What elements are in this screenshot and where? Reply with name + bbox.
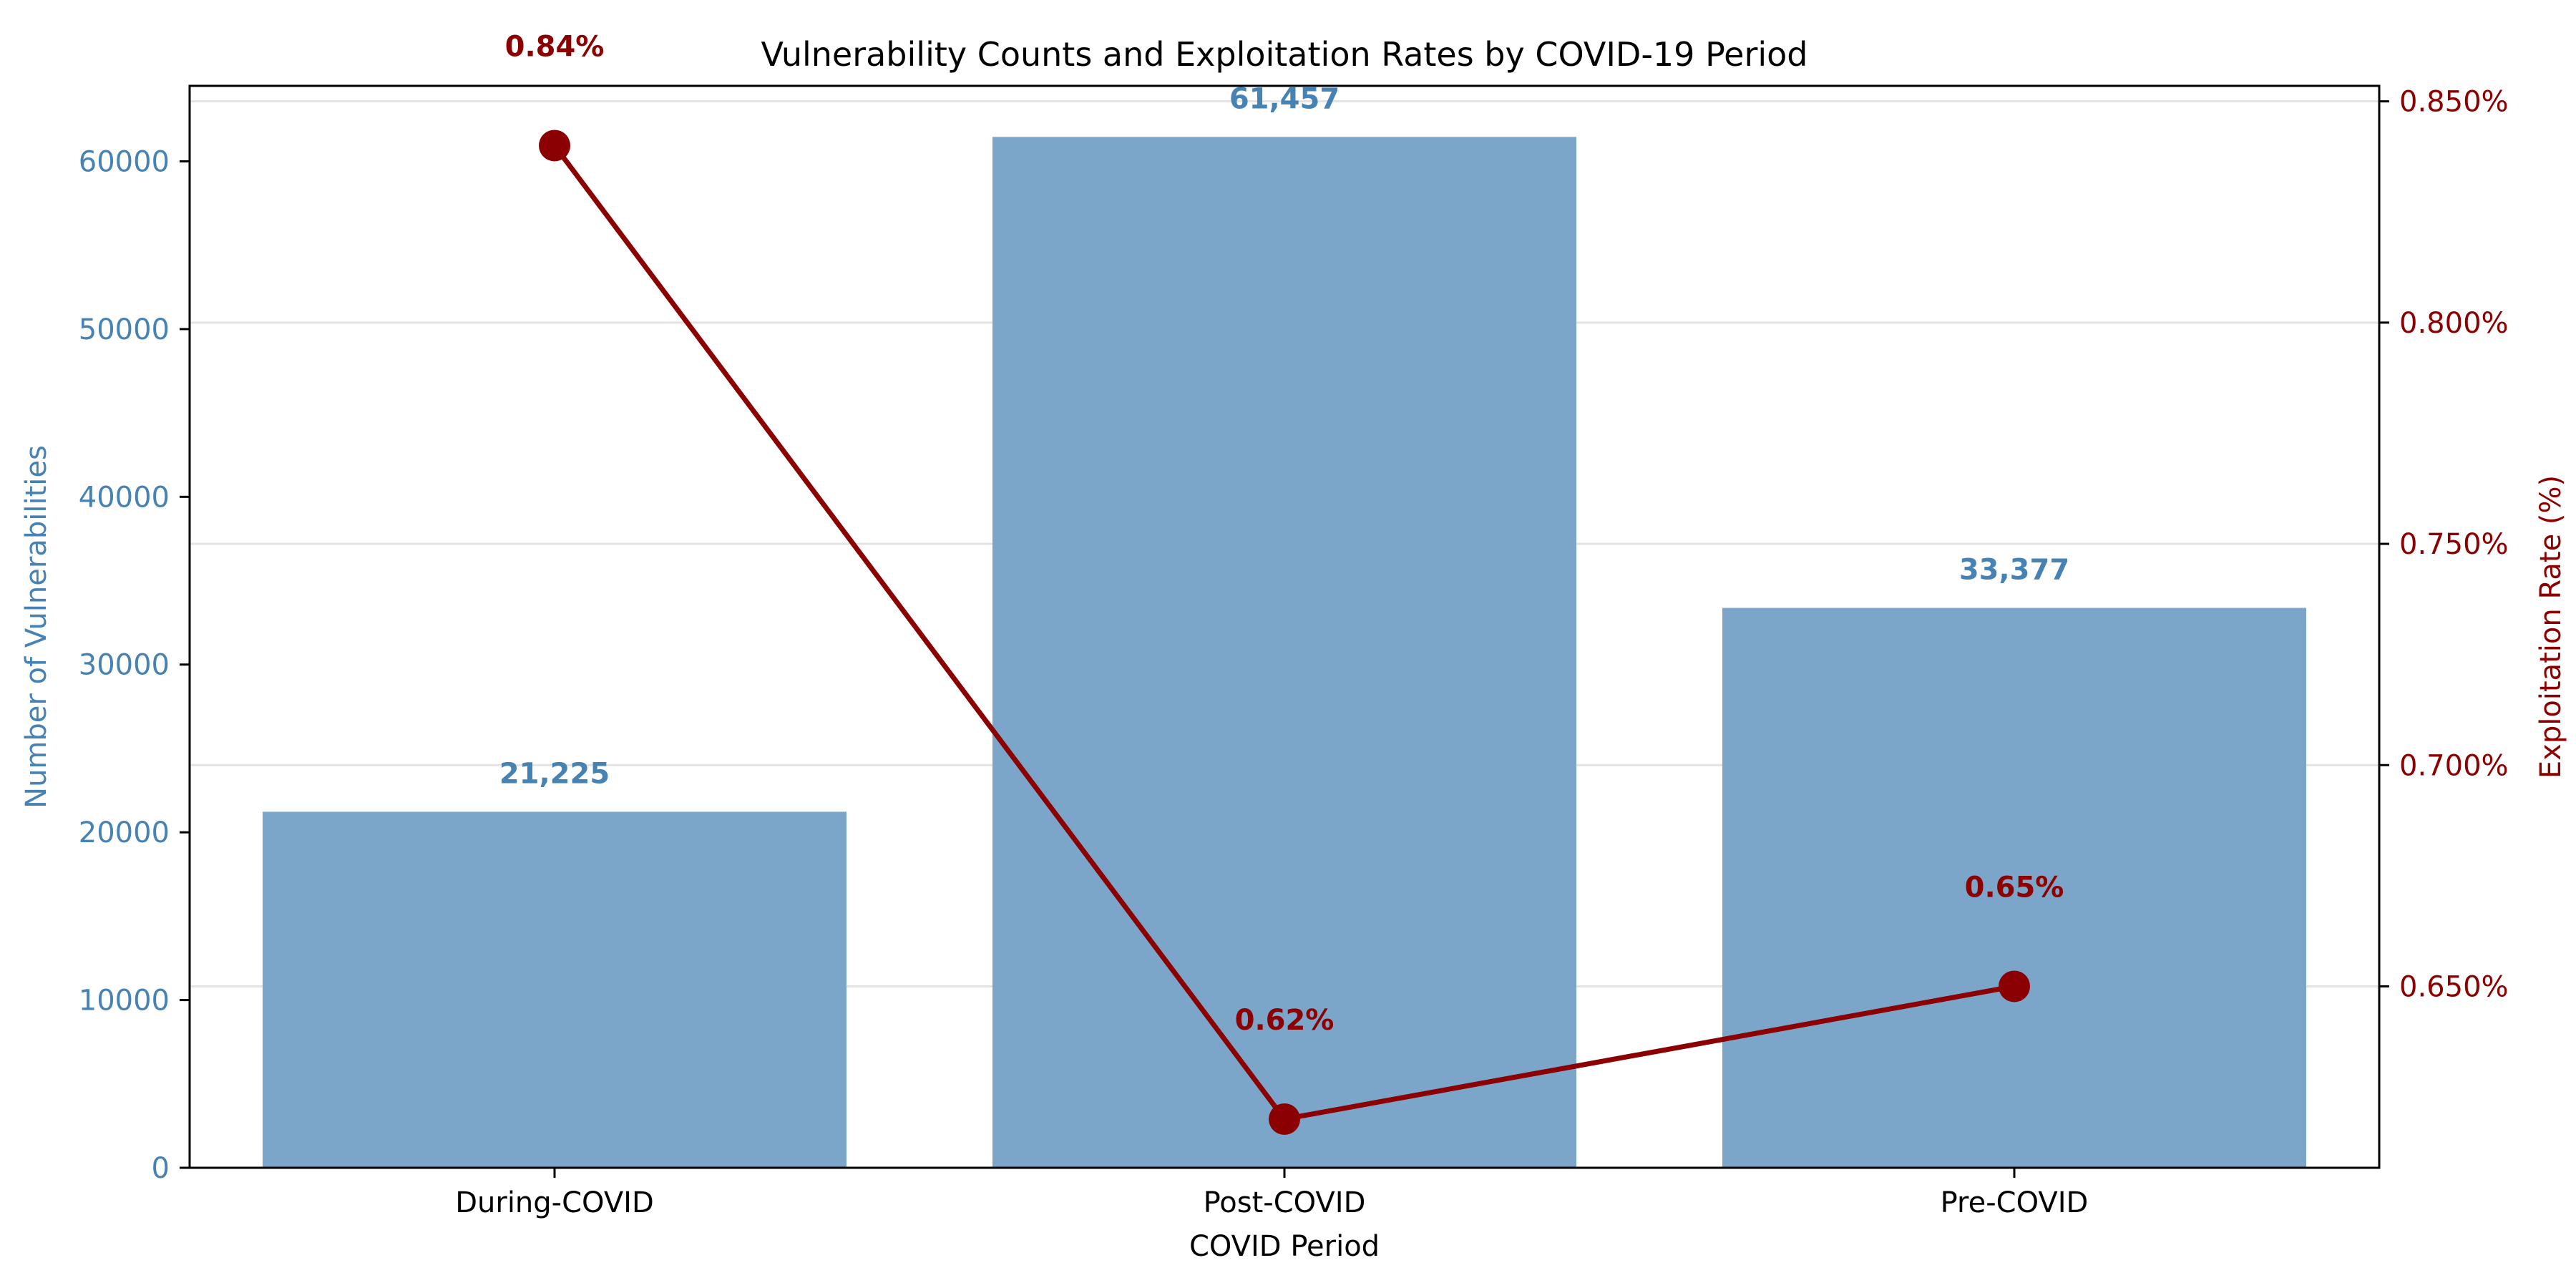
y2-tick-label: 0.800%: [2399, 307, 2509, 340]
y2-tick-label: 0.650%: [2399, 970, 2509, 1003]
line-value-label: 0.84%: [505, 30, 605, 63]
y-tick-label: 60000: [79, 145, 170, 178]
y2-axis-title: Exploitation Rate (%): [2534, 475, 2567, 779]
x-tick-label: Pre-COVID: [1941, 1186, 2089, 1219]
line-value-label: 0.65%: [1965, 871, 2064, 904]
bar: [263, 811, 847, 1168]
bar-value-label: 33,377: [1959, 554, 2069, 587]
bar: [992, 137, 1576, 1168]
label-layer: 21,225 61,457 33,377 0.84% 0.62% 0.65%: [499, 30, 2069, 1036]
y2-tick-label: 0.700%: [2399, 749, 2509, 782]
bar: [1722, 608, 2306, 1168]
bar-value-label: 61,457: [1229, 82, 1340, 115]
y-tick-label: 40000: [79, 481, 170, 514]
bar-value-label: 21,225: [499, 757, 610, 790]
line-value-label: 0.62%: [1235, 1004, 1335, 1037]
y-tick-label: 20000: [79, 816, 170, 849]
line-point: [1269, 1103, 1300, 1135]
y-tick-label: 30000: [79, 649, 170, 682]
y-tick-label: 10000: [79, 985, 170, 1018]
y2-tick-label: 0.850%: [2399, 86, 2509, 119]
line-layer: [539, 130, 2030, 1135]
y-tick-label: 0: [152, 1152, 170, 1185]
axis-layer: 0 10000 20000 30000 40000 50000 60000 0.650% 0.7…: [79, 84, 2509, 1219]
y-axis-title: Number of Vulnerabilities: [20, 445, 53, 809]
y-tick-label: 50000: [79, 313, 170, 346]
line-point: [1999, 970, 2030, 1002]
line-point: [539, 130, 570, 162]
x-tick-label: Post-COVID: [1204, 1186, 1366, 1219]
x-tick-label: During-COVID: [455, 1186, 654, 1219]
x-axis-title: COVID Period: [1189, 1230, 1380, 1263]
chart-title: Vulnerability Counts and Exploitation Ra…: [761, 35, 1807, 74]
bar-layer: [263, 137, 2306, 1168]
y2-tick-label: 0.750%: [2399, 528, 2509, 561]
